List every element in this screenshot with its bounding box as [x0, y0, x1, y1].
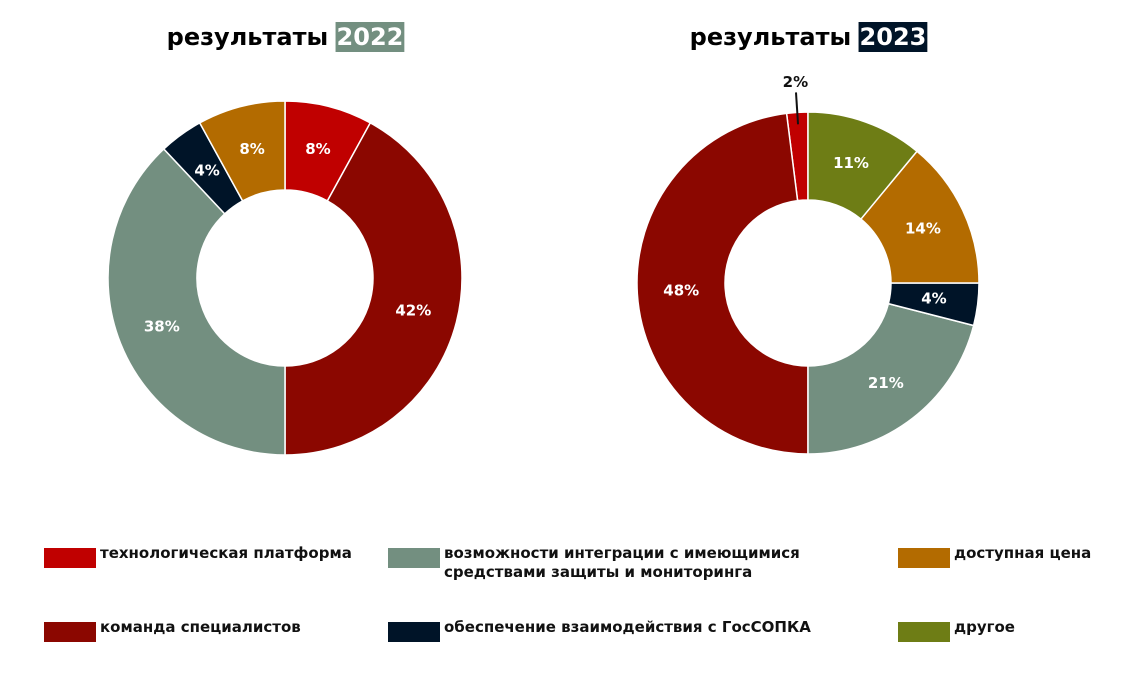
legend-label: обеспечение взаимодействия с ГосСОПКА: [444, 618, 811, 636]
slice: [636, 112, 809, 455]
legend-item: возможности интеграции с имеющимися сред…: [388, 544, 828, 582]
legend-swatch: [44, 622, 96, 642]
title-highlight: [858, 22, 928, 52]
data-label: 4%: [194, 161, 219, 179]
slice: [198, 100, 286, 202]
data-label: 48%: [663, 281, 699, 299]
leader-line: [795, 92, 800, 125]
data-label: 8%: [305, 140, 330, 158]
title-year: 2022: [337, 23, 404, 51]
title-year: 2023: [860, 23, 927, 51]
legend-item: другое: [898, 618, 1128, 642]
title-text: результаты: [690, 23, 852, 51]
data-label: 21%: [868, 374, 904, 392]
legend-swatch: [44, 548, 96, 568]
legend-label: технологическая платформа: [100, 544, 352, 562]
data-label: 8%: [239, 140, 264, 158]
legend-swatch: [388, 548, 440, 568]
legend-label: команда специалистов: [100, 618, 301, 636]
data-label: 4%: [921, 289, 946, 307]
chart-title: результаты 2023: [690, 23, 927, 51]
title-highlight: [335, 22, 405, 52]
legend-label: другое: [954, 618, 1015, 636]
legend-item: доступная цена: [898, 544, 1128, 568]
data-label: 11%: [833, 154, 869, 172]
legend-label: доступная цена: [954, 544, 1092, 562]
data-label: 14%: [905, 219, 941, 237]
legend-swatch: [898, 622, 950, 642]
data-label: 38%: [144, 317, 180, 335]
data-label: 2%: [783, 73, 808, 91]
legend-swatch: [898, 548, 950, 568]
slice: [807, 111, 919, 221]
chart-title: результаты 2022: [167, 23, 404, 51]
data-label: 42%: [395, 301, 431, 319]
title-text: результаты: [167, 23, 329, 51]
slice: [887, 282, 980, 327]
legend-label: возможности интеграции с имеющимися сред…: [444, 544, 800, 581]
slice: [807, 302, 975, 455]
legend-item: технологическая платформа: [44, 544, 364, 568]
legend-swatch: [388, 622, 440, 642]
legend-item: команда специалистов: [44, 618, 364, 642]
legend-item: обеспечение взаимодействия с ГосСОПКА: [388, 618, 828, 642]
slice: [107, 147, 286, 456]
slice: [284, 121, 463, 456]
